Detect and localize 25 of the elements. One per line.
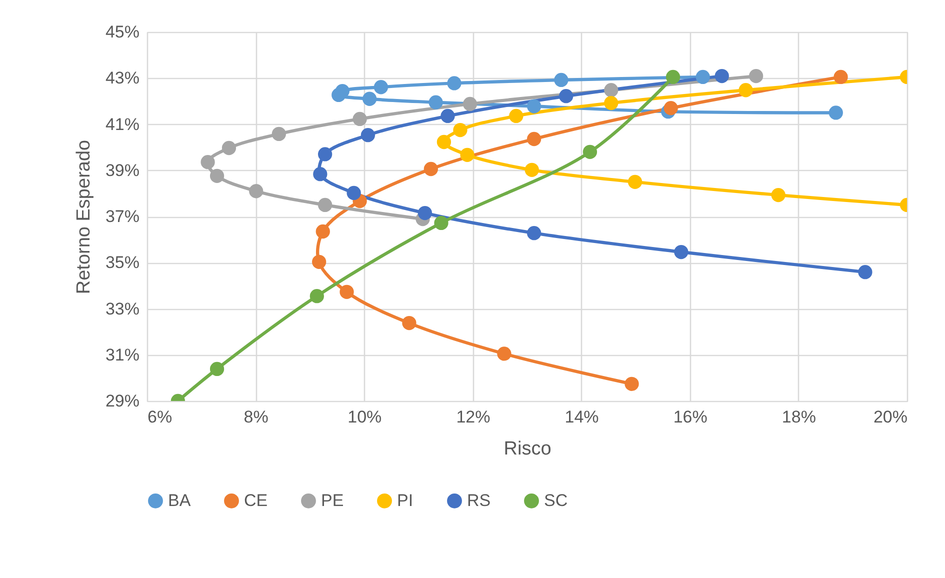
x-axis-title: Risco [504,438,552,460]
legend-label: SC [544,490,568,510]
x-tick-label: 8% [244,408,268,426]
legend-label: CE [244,490,268,510]
y-tick-label: 43% [105,68,140,88]
x-tick-label: 20% [873,408,908,426]
y-tick-label: 29% [105,392,140,410]
x-tick-label: 12% [456,408,490,426]
y-axis-title: Retorno Esperado [73,140,94,294]
legend-label: PI [397,490,414,510]
x-tick-label: 14% [564,408,599,426]
y-tick-label: 35% [105,253,140,272]
y-tick-label: 31% [105,345,140,364]
legend-label: RS [467,490,491,510]
x-tick-label: 18% [782,408,816,426]
y-tick-label: 45% [105,22,140,42]
x-tick-label: 10% [348,408,382,426]
legend-label: BA [168,490,192,510]
y-tick-label: 33% [105,299,140,318]
y-tick-label: 39% [105,160,140,180]
y-tick-label: 37% [105,207,140,226]
x-tick-label: 6% [148,408,172,426]
legend-label: PE [321,490,344,510]
y-tick-label: 41% [105,114,140,134]
x-tick-label: 16% [673,408,708,426]
